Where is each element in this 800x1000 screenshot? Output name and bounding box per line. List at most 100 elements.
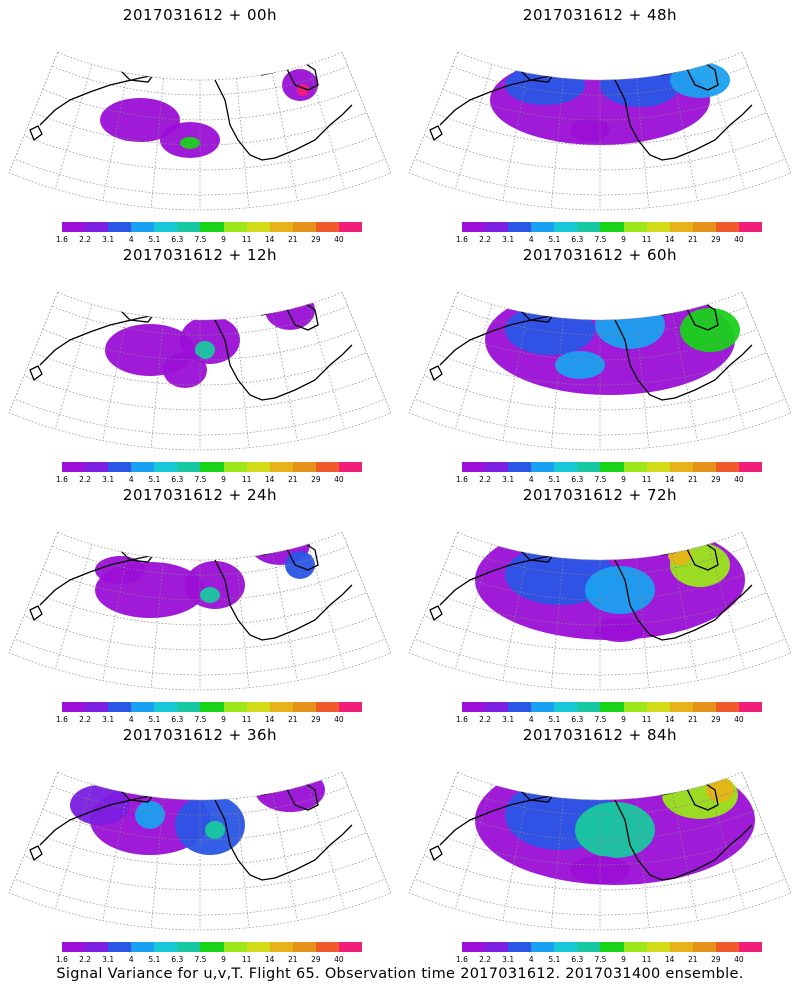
colorbar-swatch bbox=[462, 702, 486, 712]
colorbar-tick-label: 11 bbox=[641, 955, 652, 964]
panel-title: 2017031612 + 36h bbox=[122, 726, 278, 744]
colorbar-swatch bbox=[692, 702, 716, 712]
colorbar-swatch bbox=[177, 222, 201, 232]
variance-contour bbox=[570, 118, 610, 142]
colorbar-tick-label: 29 bbox=[311, 475, 321, 484]
colorbar-tick-label: 7.5 bbox=[594, 475, 607, 484]
colorbar-swatch bbox=[223, 462, 247, 472]
colorbar-swatch bbox=[223, 702, 247, 712]
colorbar-swatch bbox=[554, 942, 578, 952]
colorbar-tick-label: 11 bbox=[641, 475, 652, 484]
colorbar-swatch bbox=[577, 702, 601, 712]
colorbar-tick-label: 6.3 bbox=[171, 715, 184, 724]
variance-contour bbox=[163, 352, 207, 388]
colorbar-swatch bbox=[62, 702, 86, 712]
colorbar-swatch bbox=[623, 702, 647, 712]
colorbar-swatch bbox=[600, 222, 624, 232]
variance-contour bbox=[285, 551, 315, 579]
colorbar-tick-label: 40 bbox=[334, 475, 344, 484]
colorbar-ticks: 1.6 2.2 3.1 4 5.1 6.3 7.5 9 11 14 21 29 40 bbox=[52, 715, 372, 725]
variance-contour bbox=[70, 785, 130, 825]
colorbar-swatch bbox=[692, 222, 716, 232]
variance-contour bbox=[180, 316, 240, 364]
colorbar-tick-label: 1.6 bbox=[56, 955, 68, 964]
colorbar-tick-label: 7.5 bbox=[594, 235, 607, 244]
colorbar-swatch bbox=[577, 222, 601, 232]
colorbar-swatch bbox=[154, 222, 178, 232]
graticule bbox=[408, 532, 792, 690]
colorbar-swatch bbox=[715, 222, 739, 232]
colorbar-swatch bbox=[315, 702, 339, 712]
colorbar-swatch bbox=[531, 942, 555, 952]
variance-contour bbox=[585, 566, 655, 614]
colorbar-swatch bbox=[462, 462, 486, 472]
colorbar bbox=[62, 702, 363, 712]
colorbar-swatch bbox=[692, 942, 716, 952]
colorbar-swatch bbox=[200, 702, 224, 712]
colorbar-swatch bbox=[200, 462, 224, 472]
variance-map bbox=[8, 291, 392, 451]
graticule bbox=[8, 532, 392, 690]
colorbar-swatch bbox=[485, 702, 509, 712]
colorbar-swatch bbox=[246, 702, 270, 712]
panel-title: 2017031612 + 72h bbox=[522, 486, 678, 504]
colorbar-tick-label: 40 bbox=[734, 955, 744, 964]
colorbar-swatch bbox=[715, 462, 739, 472]
colorbar-tick-label: 5.1 bbox=[148, 715, 161, 724]
colorbar-tick-label: 6.3 bbox=[171, 955, 184, 964]
colorbar-swatch bbox=[154, 462, 178, 472]
colorbar-swatch bbox=[669, 942, 693, 952]
map-frame bbox=[408, 51, 792, 211]
colorbar-tick-label: 21 bbox=[287, 955, 298, 964]
variance-contour bbox=[680, 308, 740, 352]
colorbar-ticks: 1.6 2.2 3.1 4 5.1 6.3 7.5 9 11 14 21 29 40 bbox=[452, 475, 772, 485]
colorbar-tick-label: 1.6 bbox=[456, 475, 468, 484]
colorbar-tick-label: 5.1 bbox=[148, 235, 161, 244]
colorbar-swatch bbox=[154, 702, 178, 712]
colorbar-tick-label: 2.2 bbox=[479, 715, 492, 724]
colorbar-tick-label: 1.6 bbox=[456, 955, 468, 964]
colorbar-swatch bbox=[623, 222, 647, 232]
colorbar-tick-label: 9 bbox=[221, 955, 226, 964]
colorbar-tick-label: 40 bbox=[334, 715, 344, 724]
colorbar-tick-label: 6.3 bbox=[171, 475, 184, 484]
colorbar-ticks: 1.6 2.2 3.1 4 5.1 6.3 7.5 9 11 14 21 29 40 bbox=[52, 475, 372, 485]
colorbar-tick-label: 6.3 bbox=[571, 235, 584, 244]
variance-contour bbox=[600, 63, 680, 107]
colorbar-swatch bbox=[131, 942, 155, 952]
colorbar-ticks: 1.6 2.2 3.1 4 5.1 6.3 7.5 9 11 14 21 29 40 bbox=[52, 235, 372, 245]
colorbar-swatch bbox=[338, 462, 363, 472]
variance-contour bbox=[135, 801, 165, 829]
colorbar-tick-label: 14 bbox=[264, 475, 275, 484]
colorbar-tick-label: 3.1 bbox=[102, 475, 115, 484]
colorbar-tick-label: 6.3 bbox=[571, 715, 584, 724]
colorbar-swatch bbox=[338, 702, 363, 712]
graticule bbox=[8, 772, 392, 930]
colorbar-tick-label: 11 bbox=[641, 715, 652, 724]
colorbar-swatch bbox=[715, 942, 739, 952]
colorbar-swatch bbox=[131, 222, 155, 232]
colorbar-tick-label: 40 bbox=[734, 235, 744, 244]
colorbar-tick-label: 3.1 bbox=[102, 955, 115, 964]
colorbar-swatch bbox=[85, 942, 109, 952]
colorbar-tick-label: 14 bbox=[664, 715, 675, 724]
panel-title: 2017031612 + 00h bbox=[122, 6, 278, 24]
colorbar-swatch bbox=[531, 702, 555, 712]
colorbar-tick-label: 9 bbox=[621, 715, 626, 724]
variance-contour bbox=[670, 62, 730, 98]
map-frame bbox=[408, 291, 792, 451]
colorbar bbox=[462, 222, 763, 232]
colorbar-swatch bbox=[577, 942, 601, 952]
map-panel: 2017031612 + 84h 1.6 2.2 3.1 4 5.1 6.3 7.5 9 11 14… bbox=[400, 720, 800, 964]
colorbar-tick-label: 29 bbox=[311, 235, 321, 244]
map-frame bbox=[408, 531, 792, 691]
colorbar-swatch bbox=[669, 702, 693, 712]
colorbar-swatch bbox=[292, 462, 316, 472]
variance-contour bbox=[706, 778, 734, 802]
colorbar-swatch bbox=[200, 222, 224, 232]
panel-title: 2017031612 + 48h bbox=[522, 6, 678, 24]
map-frame bbox=[8, 771, 392, 931]
colorbar-swatch bbox=[223, 222, 247, 232]
colorbar bbox=[62, 942, 363, 952]
colorbar-swatch bbox=[738, 702, 763, 712]
